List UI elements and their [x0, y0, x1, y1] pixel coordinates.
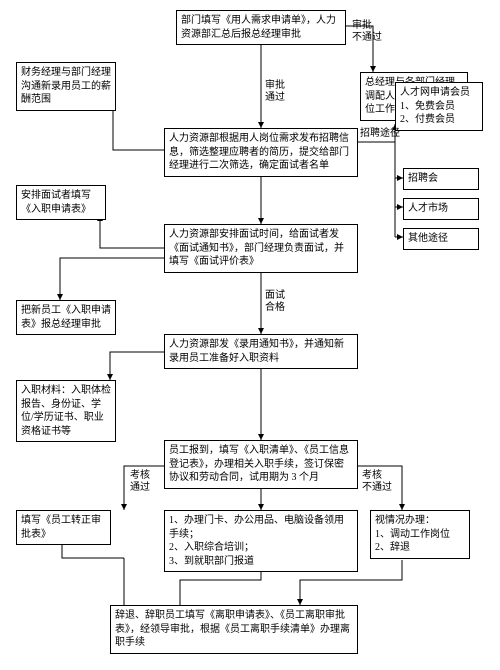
node-handle-case: 视情况办理： 1、调动工作岗位 2、辞退 [370, 510, 470, 559]
node-salary-range: 财务经理与部门经理沟通新录用员工的薪酬范围 [16, 62, 116, 111]
onboard-step-3: 3、到就职部门报道 [169, 555, 353, 569]
label-recruit-route: 招聘途径 [360, 128, 400, 140]
label-interview-ok: 面试合格 [265, 290, 285, 314]
node-apply-form: 安排面试者填写《入职申请表》 [16, 185, 106, 220]
node-checkin: 员工报到，填写《入职清单》、《员工信息登记表》，办理相关入职手续，签订保密协议和… [164, 440, 358, 489]
onboard-step-1: 1、办理门卡、办公用品、电脑设备领用手续； [169, 514, 353, 541]
handle-head: 视情况办理： [375, 514, 465, 528]
recruit-web-member: 人才网申请会员 1、免费会员 2、付费会员 [395, 82, 483, 131]
recruit-web-line1: 1、免费会员 [400, 100, 478, 114]
node-onboard-steps: 1、办理门卡、办公用品、电脑设备领用手续； 2、入职综合培训； 3、到就职部门报… [164, 510, 358, 572]
node-offer: 人力资源部发《录用通知书》，并通知新录用员工准备好入职资料 [164, 334, 358, 369]
label-kpi-pass: 考核通过 [130, 470, 150, 494]
onboard-step-2: 2、入职综合培训； [169, 541, 353, 555]
recruit-fair: 招聘会 [403, 168, 479, 190]
node-report-gm: 把新员工《入职申请表》报总经理审批 [16, 300, 116, 335]
recruit-market: 人才市场 [403, 198, 479, 220]
node-onboard-docs: 入职材料：入职体检报告、身份证、学位/学历证书、职业资格证书等 [16, 380, 116, 442]
label-approve-pass: 审批通过 [265, 80, 285, 104]
handle-line2: 2、辞退 [375, 541, 465, 555]
node-resign: 辞退、辞职员工填写《离职申请表》、《员工离职审批表》，经领导审批，根据《员工离职… [110, 605, 358, 654]
label-kpi-fail: 考核不通过 [362, 470, 392, 494]
node-interview: 人力资源部安排面试时间，给面试者发《面试通知书》，部门经理负责面试，并填写《面试… [164, 224, 358, 273]
recruit-other: 其他途径 [403, 228, 479, 250]
node-hr-filter: 人力资源部根据用人岗位需求发布招聘信息，筛选整理应聘者的简历，提交给部门经理进行… [164, 128, 358, 177]
node-confirm-form: 填写《员工转正审批表》 [16, 510, 111, 545]
recruit-web-head: 人才网申请会员 [400, 86, 478, 100]
label-approve-fail: 审批不通过 [352, 20, 382, 44]
handle-line1: 1、调动工作岗位 [375, 528, 465, 542]
flowchart-canvas: 部门填写《用人需求申请单》，人力资源部汇总后报总经理审批 财务经理与部门经理沟通… [0, 0, 500, 670]
node-request-form: 部门填写《用人需求申请单》，人力资源部汇总后报总经理审批 [176, 10, 346, 45]
recruit-web-line2: 2、付费会员 [400, 113, 478, 127]
